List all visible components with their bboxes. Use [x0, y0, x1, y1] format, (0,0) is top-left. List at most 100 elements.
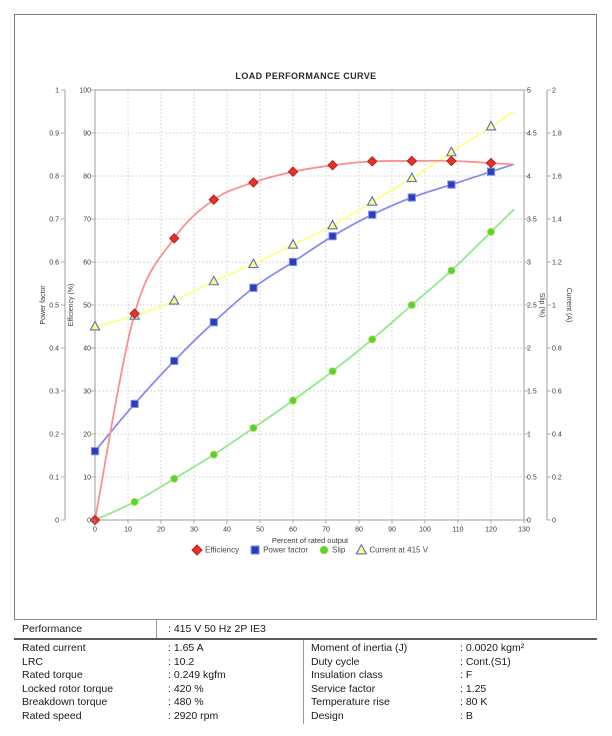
spec-label: Design	[311, 709, 344, 722]
chart-title: LOAD PERFORMANCE CURVE	[235, 71, 376, 81]
spec-row: Rated torque: 0.249 kgfm	[14, 669, 303, 683]
spec-label: Service factor	[311, 682, 376, 695]
x-tick-label: 0	[93, 527, 97, 534]
marker-power-factor	[328, 232, 337, 241]
slip-axis-title: Slip (%)	[538, 293, 545, 318]
current-tick-label: 1.4	[552, 216, 562, 223]
spec-row: LRC: 10.2	[14, 656, 303, 670]
marker-slip	[130, 498, 139, 506]
spec-label: Moment of inertia (J)	[311, 642, 408, 654]
efficiency-tick-label: 90	[83, 130, 91, 137]
marker-current-at-415-v	[366, 195, 378, 206]
efficiency-tick-label: 70	[83, 216, 91, 223]
slip-tick-label: 4.5	[527, 130, 537, 137]
power_factor-tick-label: 0.8	[49, 173, 59, 180]
marker-slip	[407, 301, 416, 309]
power_factor-tick-label: 0.3	[49, 388, 59, 395]
efficiency-axis-title: Efficiency (%)	[68, 284, 75, 327]
spec-value: : 0.249 kgfm	[168, 669, 226, 681]
series-line-efficiency	[94, 159, 515, 521]
x-tick-label: 110	[452, 527, 463, 534]
current-tick-label: 0.4	[552, 431, 562, 438]
legend-item-slip: Slip	[319, 545, 346, 555]
legend-circle-icon	[319, 545, 329, 555]
spec-label: Breakdown torque	[22, 696, 108, 708]
slip-tick-label: 3	[527, 259, 531, 266]
spec-value: : 0.0020 kgm²	[460, 642, 525, 654]
marker-slip	[170, 474, 179, 483]
slip-tick-label: 0.5	[527, 474, 537, 481]
x-tick-label: 130	[518, 527, 530, 534]
marker-current-at-415-v	[89, 320, 101, 331]
legend-label: Power factor	[263, 546, 308, 555]
efficiency-tick-label: 80	[83, 173, 91, 180]
efficiency-tick-label: 20	[83, 431, 91, 438]
current-tick-label: 0.6	[552, 388, 562, 395]
spec-row: Temperature rise: 80 K	[304, 696, 597, 710]
marker-slip	[209, 450, 218, 459]
efficiency-tick-label: 60	[83, 259, 91, 266]
legend-label: Current at 415 V	[369, 546, 428, 555]
load-performance-chart: LOAD PERFORMANCE CURVE 0 0.1 0.2 0.3 0.4 0.5 0…	[40, 71, 572, 556]
marker-power-factor	[170, 356, 179, 365]
slip-tick-label: 2	[527, 345, 531, 352]
spec-row: Duty cycle: Cont.(S1)	[304, 656, 597, 670]
x-tick-label: 70	[322, 527, 330, 534]
slip-tick-label: 1	[527, 431, 531, 438]
spec-row: Design : B	[304, 710, 597, 724]
x-tick-label: 60	[289, 527, 297, 534]
spec-value: : 1.25	[460, 682, 487, 695]
slip-tick-label: 5	[527, 87, 531, 94]
marker-current-at-415-v	[406, 172, 418, 183]
x-tick-label: 30	[190, 527, 198, 534]
current-tick-label: 0	[552, 517, 556, 524]
marker-power-factor	[486, 167, 496, 176]
marker-efficiency	[287, 166, 299, 178]
marker-current-at-415-v	[247, 258, 259, 269]
marker-efficiency	[327, 159, 338, 171]
marker-slip	[487, 228, 495, 236]
spec-grid: Rated current : 1.65 A LRC: 10.2 Rated torq…	[14, 640, 597, 724]
x-tick-label: 90	[388, 527, 396, 534]
legend-item-current-at-415-v: Current at 415 V	[355, 543, 429, 555]
x-tick-label: 10	[124, 527, 132, 534]
marker-efficiency	[446, 155, 457, 167]
legend-square-icon	[250, 545, 260, 555]
efficiency-tick-label: 0	[87, 517, 91, 524]
marker-current-at-415-v	[445, 146, 457, 157]
current-tick-label: 0.8	[552, 345, 562, 352]
x-tick-label: 20	[157, 527, 165, 534]
series-layer	[89, 110, 515, 526]
marker-efficiency	[168, 233, 180, 244]
spec-row: Rated current : 1.65 A	[14, 642, 303, 656]
marker-current-at-415-v	[208, 275, 220, 286]
x-tick-label: 80	[355, 527, 363, 534]
spec-label: Temperature rise	[311, 696, 390, 708]
marker-slip	[328, 367, 337, 376]
spec-row: Breakdown torque: 480 %	[14, 696, 303, 710]
performance-value: : 415 V 50 Hz 2P IE3	[168, 623, 266, 635]
spec-column-right: Moment of inertia (J) : 0.0020 kgm² Duty c…	[304, 640, 597, 724]
legend-label: Slip	[332, 546, 346, 555]
spec-label: Rated current	[22, 642, 86, 654]
marker-slip	[447, 266, 456, 275]
spec-label: LRC	[22, 655, 44, 668]
power_factor-tick-label: 0.7	[49, 216, 59, 223]
marker-current-at-415-v	[287, 238, 299, 249]
power_factor-tick-label: 0.4	[49, 345, 59, 352]
slip-tick-label: 1.5	[527, 388, 537, 395]
marker-current-at-415-v	[168, 294, 180, 305]
spec-value: : 2920 rpm	[168, 709, 219, 722]
power_factor-tick-label: 0.5	[49, 302, 59, 309]
spec-row: Moment of inertia (J) : 0.0020 kgm²	[304, 642, 597, 656]
x-tick-label: 40	[223, 527, 231, 534]
marker-power-factor	[249, 283, 258, 292]
spec-value: : B	[460, 709, 473, 722]
spec-value: : 420 %	[168, 682, 204, 695]
spec-value: : 1.65 A	[168, 642, 204, 654]
marker-slip	[289, 396, 297, 405]
efficiency-tick-label: 10	[83, 474, 91, 481]
slip-tick-label: 2.5	[527, 302, 537, 309]
power_factor-tick-label: 0.1	[49, 474, 59, 481]
